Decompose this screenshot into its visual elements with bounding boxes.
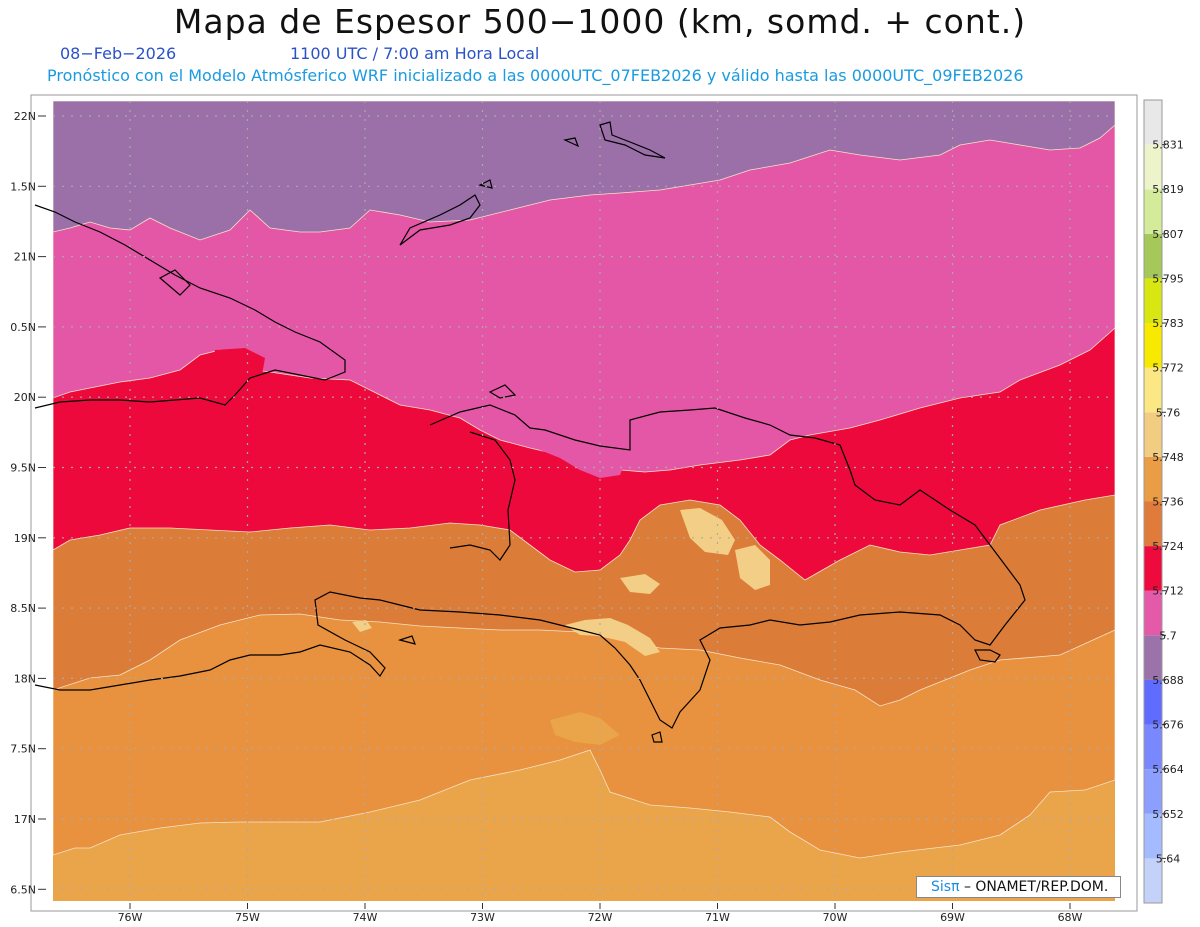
colorbar-swatch (1144, 412, 1162, 457)
map-title: Mapa de Espesor 500−1000 (km, somd. + co… (173, 2, 1027, 41)
lat-label: 19N (14, 532, 36, 545)
lon-label: 72W (588, 911, 613, 924)
colorbar: 5.64 5.652 5.664 5.676 5.688 5.7 5.712 5.724 5.7… (1143, 99, 1184, 904)
lon-label: 75W (235, 911, 260, 924)
lat-label: 18N (14, 672, 36, 685)
lon-label: 68W (1058, 911, 1083, 924)
coastline-island (488, 384, 517, 399)
lat-label: 6.5N (10, 883, 36, 896)
lat-label: 21N (14, 251, 36, 264)
colorbar-swatch (1144, 189, 1162, 234)
coastline-island (563, 137, 580, 148)
lon-label: 74W (353, 911, 378, 924)
colorbar-swatch (1144, 144, 1162, 190)
lat-label: 22N (14, 110, 36, 123)
lon-label: 69W (940, 911, 965, 924)
colorbar-swatch (1144, 456, 1162, 502)
lon-label: 76W (118, 911, 143, 924)
lon-label: 73W (470, 911, 495, 924)
colorbar-label: 5.7 (1159, 629, 1177, 642)
colorbar-label: 5.652 (1152, 808, 1184, 821)
date-label: 08−Feb−2026 (60, 44, 177, 63)
lat-label: 7.5N (10, 743, 36, 756)
lat-label: 20N (14, 391, 36, 404)
colorbar-label: 5.676 (1152, 719, 1184, 732)
colorbar-label: 5.724 (1152, 540, 1184, 553)
grid-lines (53, 101, 1115, 901)
time-label: 1100 UTC / 7:00 am Hora Local (290, 44, 540, 63)
light-orange-blob (550, 712, 620, 745)
colorbar-swatch (1144, 858, 1162, 903)
coastline-cuba (34, 204, 346, 409)
band-purple (53, 101, 1115, 241)
colorbar-swatch (1144, 100, 1162, 145)
colorbar-swatch (1144, 501, 1162, 547)
colorbar-label: 5.783 (1152, 317, 1184, 330)
coastline-island (651, 731, 663, 743)
coastline-hispaniola (34, 404, 1026, 729)
lon-label: 70W (823, 911, 848, 924)
colorbar-label: 5.664 (1152, 763, 1184, 776)
colorbar-label: 5.819 (1152, 183, 1184, 196)
colorbar-swatch (1144, 233, 1162, 279)
coastline-island (399, 194, 481, 246)
cream-blob-5 (620, 574, 660, 594)
credit-box: Sisπ – ONAMET/REP.DOM. (916, 876, 1121, 898)
colorbar-swatch (1144, 724, 1162, 770)
credit-brand: Sisπ (931, 879, 960, 895)
colorbar-label: 5.831 (1152, 139, 1184, 152)
forecast-text: Pronóstico con el Modelo Atmósferico WRF… (47, 66, 1024, 85)
lat-label: 9.5N (10, 462, 36, 475)
colorbar-swatch (1144, 635, 1162, 680)
lat-label: 1.5N (10, 180, 36, 193)
colorbar-label: 5.795 (1152, 272, 1184, 285)
colorbar-label: 5.712 (1152, 585, 1184, 598)
colorbar-label: 5.688 (1152, 674, 1184, 687)
pink-intrusion (505, 410, 625, 478)
colorbar-swatch (1144, 679, 1162, 725)
colorbar-swatch (1144, 546, 1162, 591)
coastline-island (158, 269, 191, 296)
colorbar-swatch (1144, 813, 1162, 859)
cream-blob-3 (565, 618, 660, 656)
lon-label: 71W (705, 911, 730, 924)
coastlines (34, 121, 1026, 743)
coastline-puerto-rico (974, 649, 1001, 663)
plot-frame (30, 94, 1138, 912)
lat-label: 8.5N (10, 602, 36, 615)
colorbar-swatch (1144, 367, 1162, 413)
colorbar-label: 5.76 (1156, 406, 1181, 419)
cream-blob-1 (680, 508, 735, 555)
colorbar-swatch (1144, 278, 1162, 324)
colorbar-label: 5.748 (1152, 451, 1184, 464)
cream-blob-2 (735, 545, 770, 590)
latitude-axis: 22N 1.5N 21N 0.5N 20N 9.5N 19N 8.5N 18N 7.5N 17N 6.… (10, 110, 46, 896)
credit-text: – ONAMET/REP.DOM. (963, 879, 1109, 895)
longitude-axis: 76W 75W 74W 73W 72W 71W 70W 69W 68W (118, 903, 1083, 924)
coastline-island (397, 635, 416, 645)
coastline-island (599, 121, 666, 159)
lat-label: 0.5N (10, 321, 36, 334)
red-intrusion (210, 348, 265, 385)
colorbar-label: 5.64 (1156, 852, 1181, 865)
colorbar-label: 5.807 (1152, 228, 1184, 241)
thickness-fill-layers (53, 101, 1115, 901)
lat-label: 17N (14, 813, 36, 826)
colorbar-swatch (1144, 323, 1162, 368)
colorbar-label: 5.772 (1152, 362, 1184, 375)
colorbar-swatch (1144, 769, 1162, 814)
coastline-gulf (449, 431, 516, 561)
colorbar-label: 5.736 (1152, 496, 1184, 509)
cream-blob-4 (352, 620, 372, 632)
colorbar-swatch (1144, 590, 1162, 636)
